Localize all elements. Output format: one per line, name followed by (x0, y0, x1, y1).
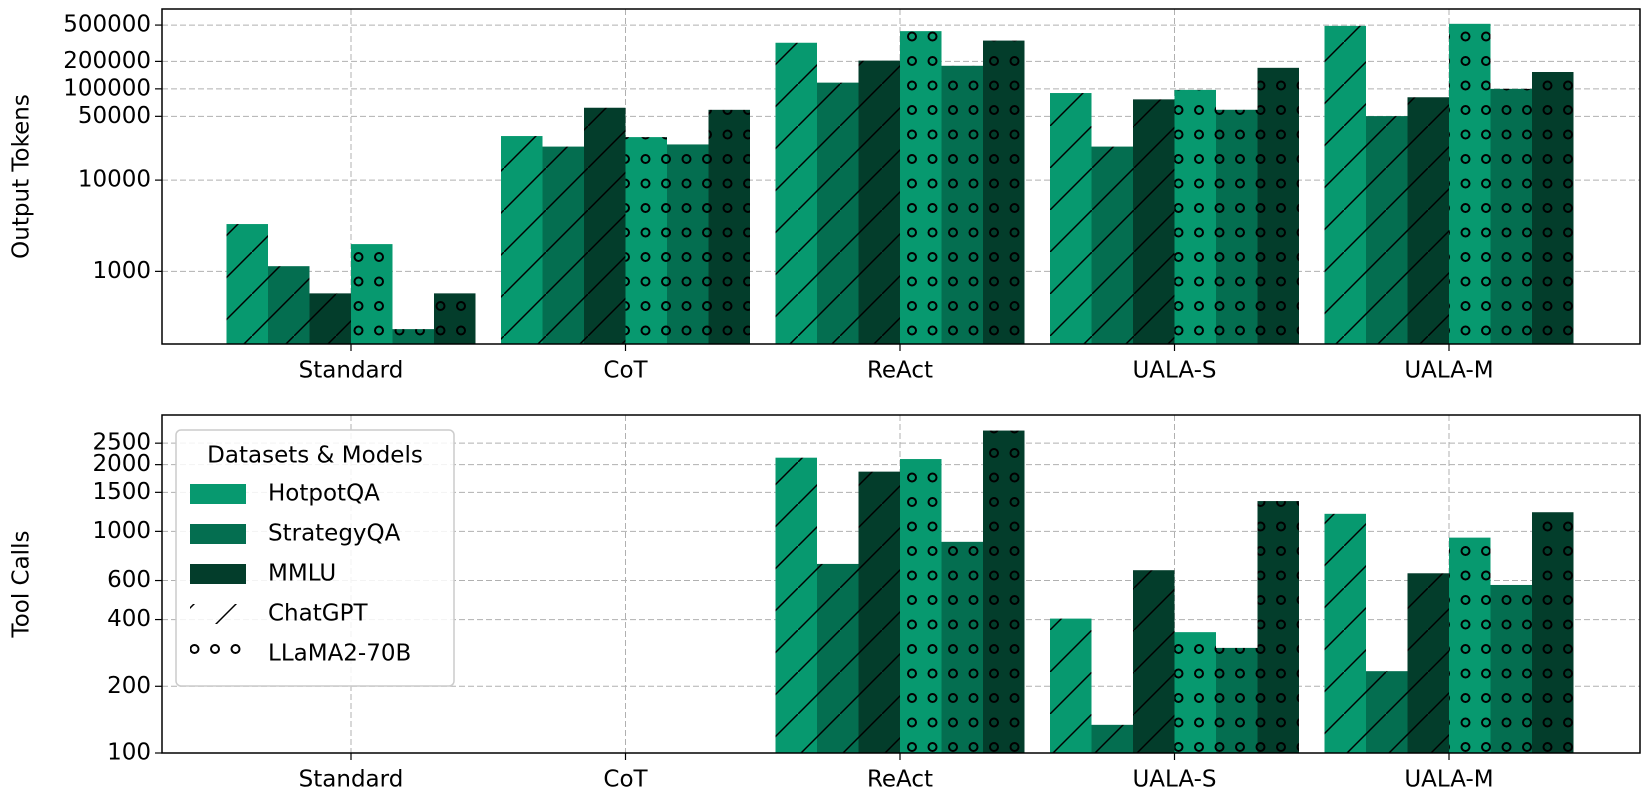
plot-frame (161, 414, 1641, 754)
bar (1324, 513, 1366, 753)
bar (1216, 647, 1258, 753)
x-tick-label: UALA-S (1132, 767, 1216, 793)
x-tick-label: Standard (299, 767, 404, 793)
bar (501, 136, 543, 344)
y-tick-label: 100000 (63, 75, 151, 101)
legend-swatch (190, 484, 246, 504)
bar (1449, 537, 1491, 753)
legend-swatch (190, 524, 246, 544)
bar (1532, 72, 1574, 344)
bar (351, 244, 393, 344)
bar (1257, 501, 1299, 753)
x-tick-label: CoT (603, 767, 648, 793)
y-tick-label: 500000 (63, 12, 151, 38)
y-tick-label: 1000 (92, 518, 151, 544)
bar (1490, 88, 1532, 344)
y-tick-label: 400 (107, 606, 151, 632)
bar (1174, 89, 1216, 345)
bar (1216, 109, 1258, 345)
y-tick-label: 50000 (78, 103, 151, 129)
bar (1050, 93, 1092, 344)
y-axis-label: Output Tokens (9, 94, 35, 259)
legend-swatch (190, 644, 246, 664)
bar (858, 60, 900, 345)
y-tick-label: 2500 (92, 430, 151, 456)
y-tick-label: 1000 (92, 258, 151, 284)
bar (1324, 25, 1366, 344)
y-tick-label: 100 (107, 740, 151, 766)
bar (1133, 99, 1175, 344)
bar (900, 459, 942, 753)
bar (268, 266, 310, 344)
bar (1174, 632, 1216, 753)
bar (1407, 573, 1449, 753)
y-tick-label: 2000 (92, 451, 151, 477)
y-tick-label: 200000 (63, 48, 151, 74)
legend-label: ChatGPT (268, 601, 368, 627)
bar (1133, 570, 1175, 753)
bar (775, 42, 817, 345)
bar (983, 430, 1025, 753)
y-tick-label: 200 (107, 673, 151, 699)
legend-label: LLaMA2-70B (268, 641, 411, 667)
bar (900, 31, 942, 344)
bar (941, 65, 983, 345)
legend-swatch (190, 564, 246, 584)
legend-label: HotpotQA (268, 481, 380, 507)
y-tick-label: 600 (107, 567, 151, 593)
bar (1050, 618, 1092, 753)
bar (625, 137, 667, 344)
bar (1407, 97, 1449, 345)
bar (1257, 67, 1299, 344)
bar (584, 107, 626, 344)
x-tick-label: UALA-M (1404, 767, 1493, 793)
y-tick-label: 10000 (78, 167, 151, 193)
x-tick-label: CoT (603, 358, 648, 384)
plot-frame (161, 8, 1641, 345)
bar (434, 293, 476, 344)
bar (542, 146, 584, 344)
bar (817, 563, 859, 753)
bar (941, 541, 983, 753)
bar (1366, 671, 1408, 753)
legend-label: MMLU (268, 561, 336, 587)
bar (1490, 584, 1532, 753)
bar (983, 40, 1025, 345)
y-tick-label: 1500 (92, 479, 151, 505)
bar (775, 457, 817, 753)
x-tick-label: UALA-M (1404, 358, 1493, 384)
legend-swatch (190, 604, 246, 624)
x-tick-label: UALA-S (1132, 358, 1216, 384)
x-tick-label: ReAct (867, 358, 933, 384)
bar (1091, 146, 1133, 344)
bar (708, 109, 750, 345)
bar (309, 293, 351, 344)
x-tick-label: Standard (299, 358, 404, 384)
bar (1366, 116, 1408, 344)
bar (1091, 724, 1133, 753)
y-axis-label: Tool Calls (9, 531, 35, 639)
legend-title: Datasets & Models (207, 443, 423, 469)
bar (1449, 23, 1491, 345)
bar (858, 471, 900, 753)
bar (392, 329, 434, 344)
x-tick-label: ReAct (867, 767, 933, 793)
bar (226, 224, 268, 344)
legend-label: StrategyQA (268, 521, 401, 547)
bar (817, 82, 859, 344)
bar (1532, 512, 1574, 753)
bar (667, 144, 709, 344)
